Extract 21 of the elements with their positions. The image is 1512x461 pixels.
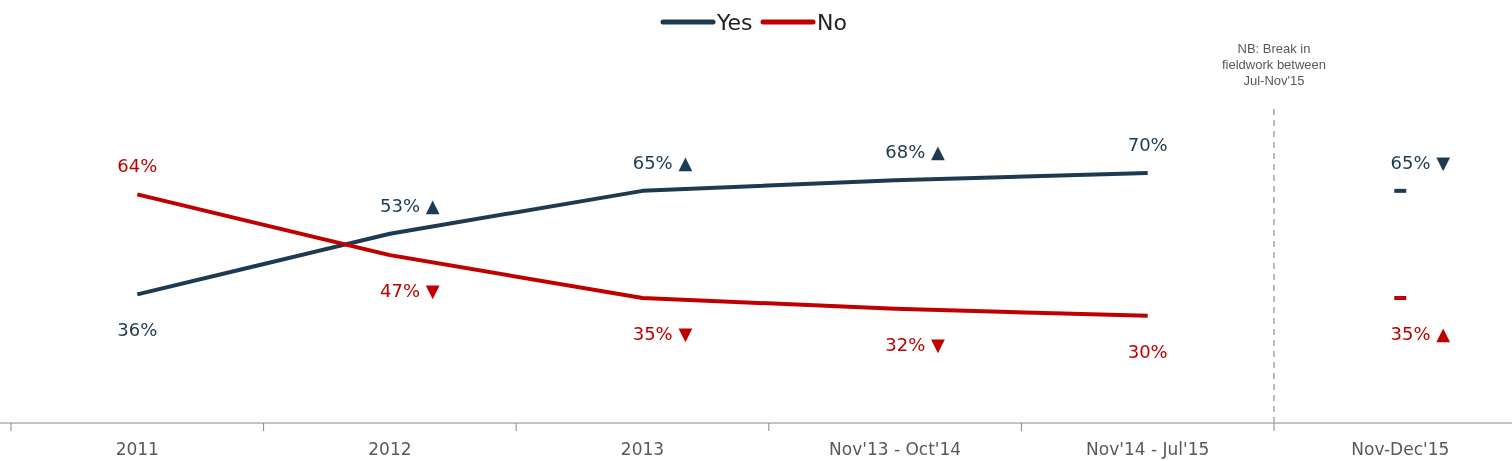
- x-tick-label: Nov-Dec'15: [1351, 439, 1450, 459]
- data-label: 47% ▼: [380, 280, 440, 302]
- data-label: 65% ▲: [632, 151, 693, 173]
- x-tick-label: 2012: [368, 439, 412, 459]
- x-tick-label: 2013: [620, 439, 665, 459]
- data-label: 35% ▲: [1390, 323, 1451, 344]
- data-label: 68% ▲: [885, 141, 946, 163]
- data-label: 65% ▼: [1390, 151, 1451, 173]
- data-label: 53% ▲: [380, 194, 440, 216]
- data-label: 36%: [117, 319, 158, 341]
- legend-label: Yes: [716, 10, 753, 35]
- data-label: 30%: [1127, 340, 1168, 362]
- data-label: 32% ▼: [885, 333, 946, 355]
- x-tick-label: 2011: [115, 439, 159, 459]
- x-tick-label: Nov'13 - Oct'14: [829, 439, 962, 459]
- data-label: 35% ▼: [632, 323, 693, 344]
- x-tick-label: Nov'14 - Jul'15: [1086, 439, 1210, 459]
- data-label: 70%: [1127, 134, 1168, 155]
- data-label: 64%: [117, 155, 158, 177]
- legend-label: No: [817, 10, 847, 35]
- text: NB: Break in fieldwork between Jul-Nov'15: [1221, 41, 1327, 88]
